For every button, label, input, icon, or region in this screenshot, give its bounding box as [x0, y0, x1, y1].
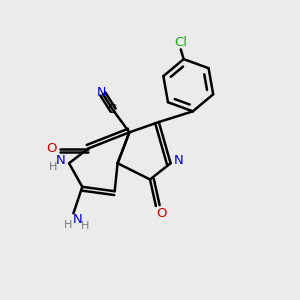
- Text: H: H: [49, 162, 58, 172]
- Text: N: N: [174, 154, 184, 167]
- Text: C: C: [107, 103, 116, 116]
- Text: N: N: [55, 154, 65, 167]
- Text: N: N: [73, 213, 83, 226]
- Text: H: H: [80, 221, 89, 231]
- Text: N: N: [97, 86, 106, 99]
- Text: H: H: [64, 220, 72, 230]
- Text: O: O: [157, 207, 167, 220]
- Text: O: O: [47, 142, 57, 155]
- Text: Cl: Cl: [174, 36, 187, 50]
